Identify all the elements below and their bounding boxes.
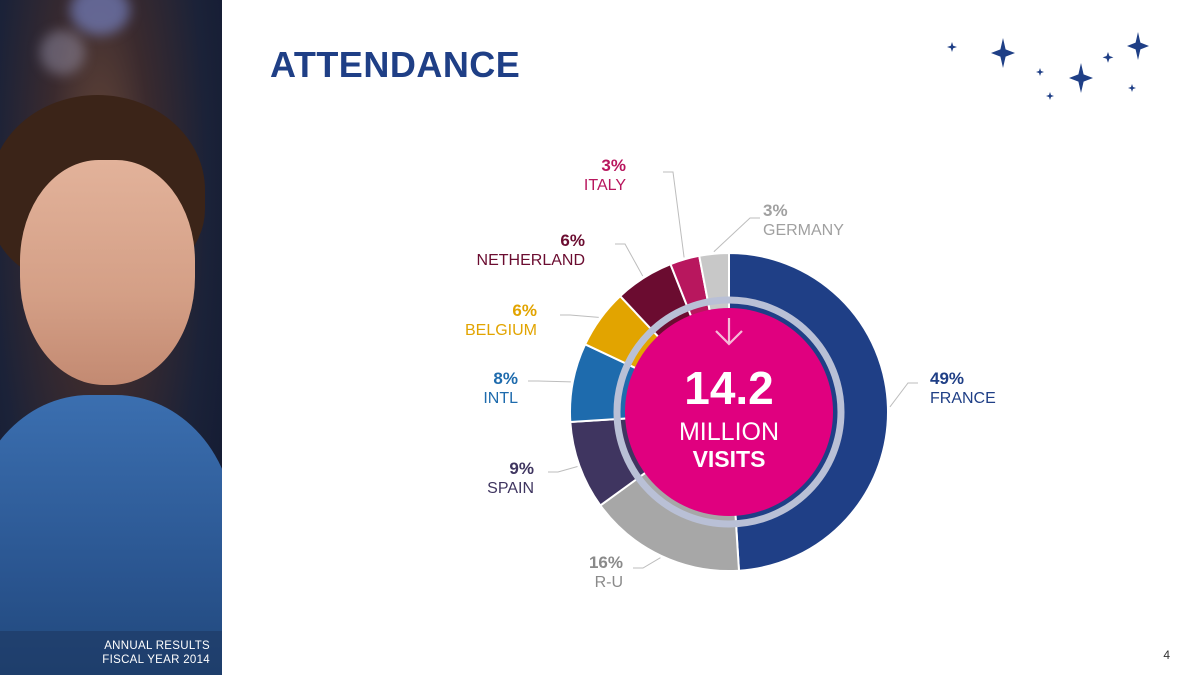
star-icon: [1102, 52, 1114, 63]
decorative-stars: [947, 32, 1149, 100]
leader-line-belgium: [560, 314, 599, 318]
star-icon: [1128, 84, 1136, 92]
star-icon: [1046, 92, 1054, 100]
star-icon: [991, 38, 1015, 68]
photo-caption: ANNUAL RESULTS FISCAL YEAR 2014: [0, 631, 222, 675]
star-icon: [1069, 63, 1093, 93]
leader-line-spain: [548, 466, 578, 473]
leader-line-germany: [713, 217, 760, 253]
star-icon: [1127, 32, 1149, 60]
page-number: 4: [1163, 648, 1170, 662]
caption-line-1: ANNUAL RESULTS: [104, 640, 210, 652]
label-pct-france: 49%: [930, 369, 964, 388]
bokeh-light: [40, 30, 85, 75]
label-name-belgium: BELGIUM: [465, 322, 537, 339]
photo-hoodie: [0, 395, 222, 675]
caption-line-2: FISCAL YEAR 2014: [102, 654, 210, 666]
leader-line-r-u: [633, 557, 661, 569]
center-line-2: VISITS: [693, 446, 766, 472]
center-value: 14.2: [684, 362, 774, 414]
photo-face: [20, 160, 195, 385]
label-name-italy: ITALY: [584, 177, 626, 194]
label-pct-r-u: 16%: [589, 553, 623, 572]
center-line-1: MILLION: [679, 418, 779, 446]
leader-line-intl: [528, 380, 571, 383]
center-circle: [625, 308, 833, 516]
leader-line-france: [889, 382, 918, 408]
label-pct-germany: 3%: [763, 201, 788, 220]
page-title: ATTENDANCE: [270, 44, 521, 85]
down-arrow-icon: [715, 318, 743, 346]
label-name-spain: SPAIN: [487, 480, 534, 497]
leader-line-italy: [663, 171, 685, 258]
star-icon: [947, 42, 957, 52]
label-pct-netherland: 6%: [560, 231, 585, 250]
leader-line-netherland: [615, 243, 644, 277]
label-name-r-u: R-U: [595, 574, 623, 591]
label-pct-intl: 8%: [493, 369, 518, 388]
hero-photo: ANNUAL RESULTS FISCAL YEAR 2014: [0, 0, 222, 675]
label-pct-spain: 9%: [509, 459, 534, 478]
label-name-france: FRANCE: [930, 390, 996, 407]
label-pct-italy: 3%: [601, 156, 626, 175]
label-name-germany: GERMANY: [763, 222, 844, 239]
label-pct-belgium: 6%: [512, 301, 537, 320]
label-name-intl: INTL: [483, 390, 518, 407]
inner-ring: [613, 296, 845, 528]
label-name-netherland: NETHERLAND: [477, 252, 585, 269]
star-icon: [1036, 68, 1044, 76]
